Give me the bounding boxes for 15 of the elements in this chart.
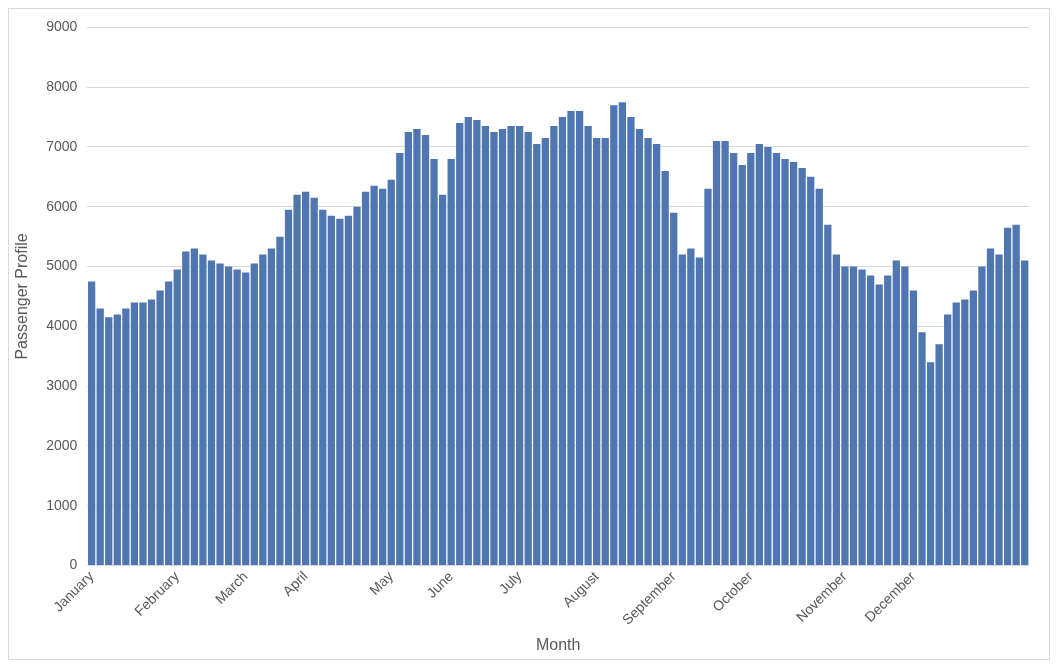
y-tick-label: 2000 [46,436,78,453]
x-tick-label: July [495,567,525,597]
y-tick-label: 1000 [46,496,78,513]
x-axis-title: Month [535,635,581,653]
y-axis-title: Passenger Profile [13,233,31,360]
y-tick-label: 4000 [46,317,78,334]
y-tick-label: 9000 [46,18,78,35]
y-tick-label: 0 [69,556,78,573]
x-tick-label: May [366,567,397,598]
y-tick-label: 5000 [46,257,78,274]
y-tick-label: 6000 [46,197,78,214]
bar [87,281,96,565]
y-tick-label: 3000 [46,376,78,393]
y-tick-label: 8000 [46,78,78,95]
y-tick-label: 7000 [46,137,78,154]
